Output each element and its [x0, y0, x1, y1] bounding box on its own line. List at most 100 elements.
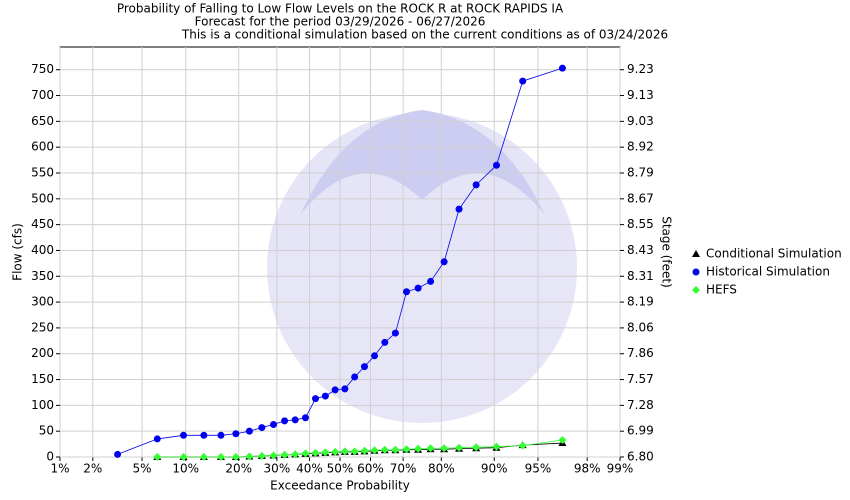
y-tick-label: 250 — [31, 320, 54, 334]
x-tick-label: 20% — [225, 462, 252, 476]
y-tick-label: 600 — [31, 140, 54, 154]
data-point — [519, 77, 527, 85]
data-point — [391, 329, 399, 337]
data-point — [427, 277, 435, 285]
chart-title: Probability of Falling to Low Flow Level… — [117, 2, 564, 16]
data-point — [231, 453, 240, 461]
series-line — [157, 442, 563, 458]
data-point — [180, 431, 188, 439]
data-point — [340, 447, 349, 456]
logo-bird — [300, 110, 545, 215]
data-point — [291, 416, 299, 424]
data-point — [492, 442, 501, 451]
data-point — [200, 431, 208, 439]
y2-tick-label: 8.67 — [627, 191, 654, 205]
logo-circle — [267, 113, 577, 423]
data-point — [440, 444, 449, 453]
x-tick-label: 70% — [390, 462, 417, 476]
data-point — [518, 441, 527, 450]
y-axis-label: Flow (cfs) — [11, 223, 25, 281]
x-tick-label: 98% — [574, 462, 601, 476]
y-tick-label: 300 — [31, 295, 54, 309]
data-point — [301, 414, 309, 422]
y2-tick-label: 6.99 — [627, 424, 654, 438]
data-point — [440, 258, 448, 266]
y-tick-label: 200 — [31, 346, 54, 360]
y2-tick-label: 8.19 — [627, 295, 654, 309]
y-tick-label: 650 — [31, 114, 54, 128]
y2-tick-label: 9.13 — [627, 88, 654, 102]
y-tick-label: 450 — [31, 217, 54, 231]
data-point — [350, 447, 359, 456]
y-tick-label: 150 — [31, 372, 54, 386]
legend-label: Historical Simulation — [706, 265, 830, 279]
data-point — [371, 352, 379, 360]
data-point — [402, 445, 411, 454]
watermark — [267, 110, 577, 423]
y-tick-label: 550 — [31, 165, 54, 179]
x-tick-label: 30% — [264, 462, 291, 476]
x-tick-label: 60% — [357, 462, 384, 476]
data-point — [153, 435, 161, 443]
data-point — [403, 288, 411, 296]
chart-note: This is a conditional simulation based o… — [181, 28, 668, 42]
x-tick-label: 1% — [50, 462, 69, 476]
y2-tick-label: 8.55 — [627, 217, 654, 231]
y-tick-label: 100 — [31, 398, 54, 412]
data-point — [301, 449, 310, 458]
x-tick-label: 2% — [83, 462, 102, 476]
data-point — [455, 205, 463, 213]
y-tick-label: 500 — [31, 191, 54, 205]
data-point — [258, 424, 266, 432]
data-point — [391, 445, 400, 454]
chart-subtitle: Forecast for the period 03/29/2026 - 06/… — [195, 15, 486, 29]
y-tick-label: 400 — [31, 243, 54, 257]
data-point — [558, 64, 566, 72]
data-point — [370, 446, 379, 455]
data-point — [351, 373, 359, 381]
legend-marker — [692, 268, 700, 276]
y2-tick-label: 8.43 — [627, 243, 654, 257]
data-point — [312, 395, 320, 403]
data-point — [455, 443, 464, 452]
x-tick-label: 40% — [296, 462, 323, 476]
x-tick-label: 50% — [327, 462, 354, 476]
data-point — [216, 453, 225, 461]
data-point — [280, 450, 289, 459]
y-tick-label: 350 — [31, 269, 54, 283]
data-point — [199, 453, 208, 461]
x-axis-label: Exceedance Probability — [270, 479, 410, 493]
data-point — [321, 392, 329, 400]
data-point — [217, 431, 225, 439]
data-point — [232, 430, 240, 438]
data-point — [426, 444, 435, 453]
data-point — [492, 161, 500, 169]
y2-tick-label: 7.28 — [627, 398, 654, 412]
data-point — [245, 427, 253, 435]
y-tick-label: 50 — [39, 424, 54, 438]
data-point — [331, 447, 340, 456]
x-tick-label: 99% — [607, 462, 634, 476]
data-point — [360, 446, 369, 455]
y2-tick-label: 7.86 — [627, 346, 654, 360]
y2-tick-label: 8.06 — [627, 320, 654, 334]
data-point — [153, 453, 162, 461]
legend-label: HEFS — [706, 283, 737, 297]
x-tick-label: 95% — [525, 462, 552, 476]
data-point — [291, 450, 300, 459]
data-point — [281, 417, 289, 425]
data-point — [414, 284, 422, 292]
x-tick-label: 5% — [133, 462, 152, 476]
data-point — [269, 420, 277, 428]
x-tick-label: 90% — [481, 462, 508, 476]
data-point — [179, 453, 188, 461]
y2-tick-label: 6.80 — [627, 450, 654, 464]
data-point — [381, 338, 389, 346]
y2-tick-label: 8.92 — [627, 140, 654, 154]
legend-marker — [692, 286, 700, 294]
y2-tick-label: 7.57 — [627, 372, 654, 386]
y-tick-label: 0 — [46, 450, 54, 464]
data-point — [360, 363, 368, 371]
data-point — [472, 443, 481, 452]
